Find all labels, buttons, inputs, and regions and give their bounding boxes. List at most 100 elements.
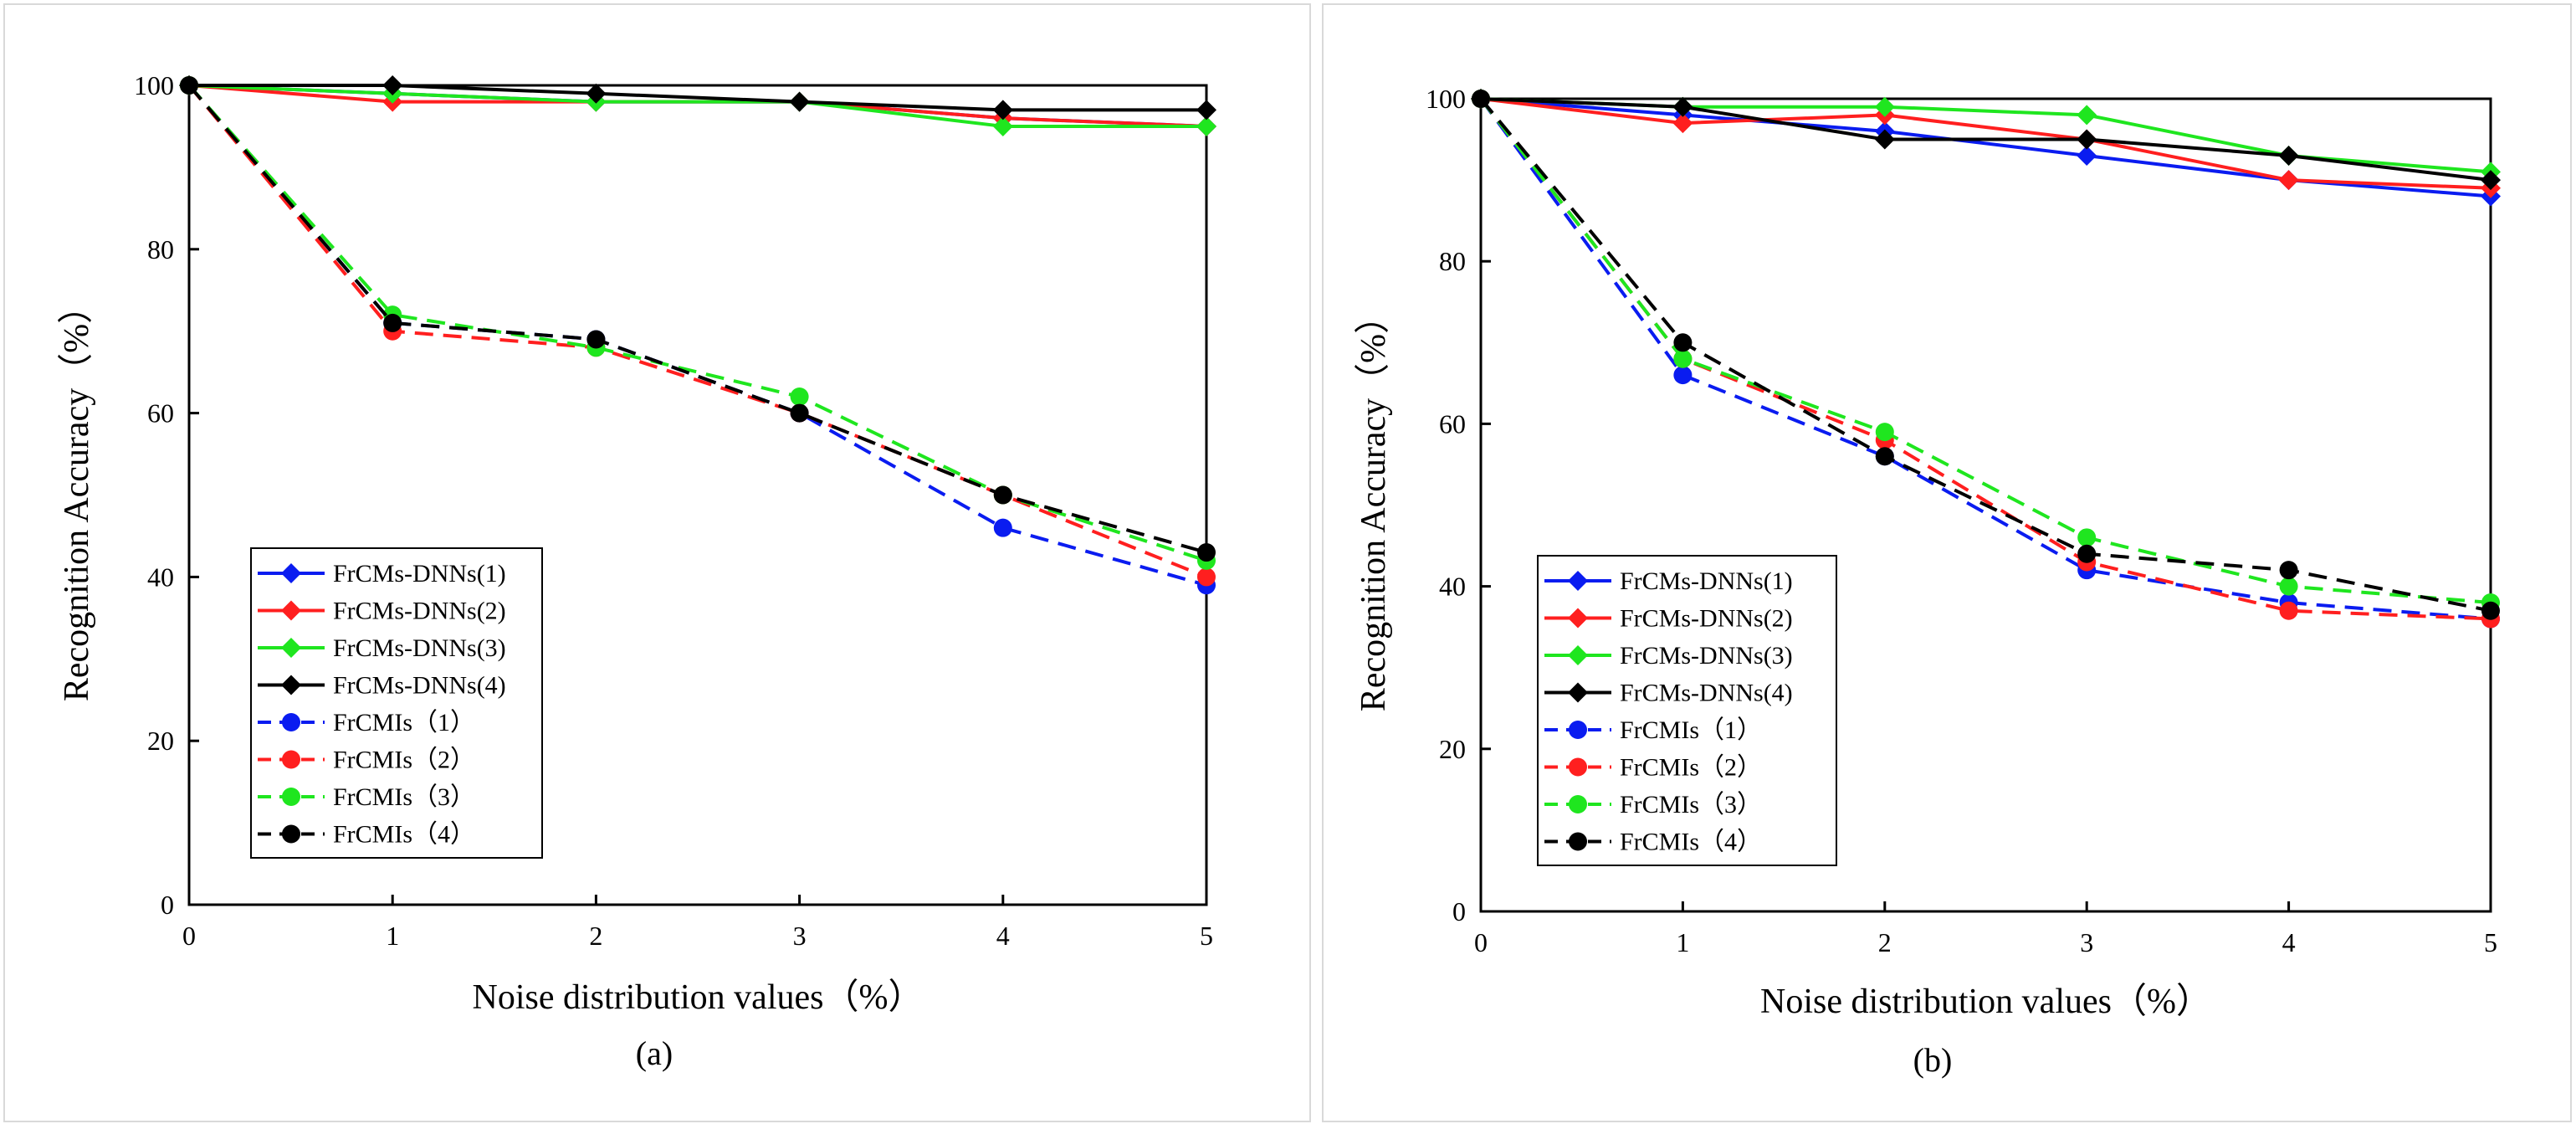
chart-a-legend-marker	[281, 563, 301, 583]
chart-a-legend-box	[250, 547, 543, 859]
chart-a-x-tick-label: 4	[996, 921, 1010, 951]
chart-a-series-7-point	[790, 387, 809, 407]
chart-b-legend-entry: FrCMIs（4）	[1620, 829, 1762, 856]
chart-b-legend-marker	[1568, 571, 1588, 591]
chart-a-legend-entry: FrCMIs（1）	[333, 709, 475, 736]
chart-a-series-4-point	[992, 100, 1013, 121]
chart-a-y-axis-label: Recognition Accuracy（%）	[58, 289, 96, 701]
chart-b-x-tick-label: 4	[2282, 927, 2296, 957]
chart-a-series-4-point	[586, 83, 607, 104]
chart-b-y-tick-label: 100	[1426, 84, 1466, 114]
chart-b-x-tick-label: 5	[2484, 927, 2497, 957]
chart-a-legend-entry: FrCMs-DNNs(4)	[333, 672, 506, 700]
chart-b-legend-marker	[1569, 721, 1587, 739]
chart-b-x-tick-label: 1	[1676, 927, 1689, 957]
chart-a-series-4-point	[789, 91, 810, 112]
chart-b-legend-entry: FrCMs-DNNs(3)	[1620, 642, 1793, 670]
chart-a-series-8-point	[790, 403, 809, 423]
chart-b-series-4-point	[1672, 96, 1693, 117]
chart-a-x-tick-label: 1	[386, 921, 399, 951]
chart-a-y-tick-label: 40	[147, 562, 174, 592]
chart-a-legend-entry: FrCMs-DNNs(2)	[333, 598, 506, 625]
chart-b-legend-entry: FrCMs-DNNs(1)	[1620, 567, 1793, 595]
chart-a-series-6-line	[187, 84, 1207, 579]
chart-b-series-7-point	[1875, 423, 1894, 442]
chart-b-legend-entry: FrCMIs（2）	[1620, 754, 1762, 782]
chart-b-legend-marker	[1569, 832, 1587, 851]
chart-a-legend-entry: FrCMs-DNNs(3)	[333, 634, 506, 662]
chart-b-series-8-point	[2279, 561, 2298, 580]
chart-b-legend-marker	[1568, 645, 1588, 665]
chart-a-series-5-point	[993, 518, 1012, 537]
chart-b-series-8-point	[1673, 333, 1693, 352]
chart-a-y-tick-label: 80	[147, 234, 174, 264]
chart-b-series-4-point	[2481, 170, 2501, 191]
chart-b-plot-area	[1479, 97, 2492, 913]
chart-b-series-2-point	[1672, 113, 1693, 134]
chart-a-series-8-point	[180, 76, 198, 95]
chart-b-series-8-point	[1472, 90, 1490, 108]
chart-a-series-8-point	[993, 485, 1012, 505]
chart-b-series-7-point	[2077, 528, 2097, 547]
chart-a-y-tick-label: 20	[147, 726, 174, 756]
chart-a-legend-marker	[281, 600, 301, 621]
chart-a-legend-marker	[282, 788, 300, 806]
chart-a-series-8-line	[187, 84, 1207, 554]
chart-a-legend-marker	[282, 713, 300, 731]
chart-b-series-1-point	[2077, 145, 2097, 166]
chart-b-y-tick-label: 20	[1439, 734, 1466, 764]
chart-a-legend-entry: FrCMIs（4）	[333, 821, 475, 849]
chart-b-legend-entry: FrCMIs（3）	[1620, 791, 1762, 819]
chart-a-legend-marker	[282, 824, 300, 844]
chart-a-series-8-point	[586, 330, 606, 349]
chart-a-series-3-point	[992, 115, 1013, 136]
chart-b-series-4-line	[1480, 97, 2491, 182]
chart-b-y-tick-label: 0	[1452, 896, 1466, 926]
chart-b-series-5-line	[1479, 97, 2491, 621]
chart-b-series-7-line	[1479, 97, 2491, 605]
chart-b-legend-box	[1537, 555, 1837, 866]
chart-b-legend-entry: FrCMs-DNNs(2)	[1620, 605, 1793, 633]
chart-b-series-7-point	[2279, 577, 2298, 596]
chart-b-series-4-point	[1874, 129, 1895, 150]
chart-b-series-5-point	[1673, 366, 1693, 385]
chart-a-series-8-point	[1197, 543, 1216, 562]
chart-b-panel-label: (b)	[1913, 1041, 1953, 1079]
chart-b-x-tick-label: 2	[1878, 927, 1892, 957]
chart-a-x-tick-label: 0	[182, 921, 196, 951]
chart-a-series-3-line	[188, 84, 1206, 128]
chart-b-y-tick-label: 40	[1439, 572, 1466, 602]
chart-a-legend-marker	[281, 638, 301, 658]
chart-a-legend-entry: FrCMIs（3）	[333, 783, 475, 811]
chart-a-series-4-point	[1196, 100, 1216, 121]
chart-b-y-axis-label: Recognition Accuracy（%）	[1355, 299, 1393, 711]
chart-a-series-4-line	[189, 84, 1206, 112]
chart-b-y-tick-label: 60	[1439, 408, 1466, 439]
chart-b-y-tick-label: 80	[1439, 246, 1466, 276]
chart-b-series-2-line	[1480, 97, 2491, 190]
chart-b-series-3-point	[2077, 105, 2097, 126]
chart-a-legend-entry: FrCMIs（2）	[333, 747, 475, 774]
chart-a-x-tick-label: 3	[793, 921, 807, 951]
chart-a-series-4-point	[382, 75, 403, 95]
chart-a-legend-marker	[281, 675, 301, 695]
chart-b-series-6-point	[2279, 601, 2298, 620]
chart-a-series-7-line	[187, 84, 1207, 562]
chart-a-x-tick-label: 5	[1200, 921, 1213, 951]
chart-a-y-tick-label: 100	[134, 70, 174, 100]
chart-b-series-8-point	[2481, 601, 2500, 620]
chart-b-series-2-point	[2278, 170, 2299, 191]
chart-a-plot-area	[187, 84, 1208, 906]
chart-b-series-8-point	[1875, 447, 1894, 466]
chart-b-legend-entry: FrCMIs（1）	[1620, 716, 1762, 744]
chart-b-legend-marker	[1569, 757, 1587, 777]
chart-a-series-6-point	[1197, 567, 1216, 587]
chart-a-x-tick-label: 2	[589, 921, 602, 951]
chart-a-y-tick-label: 0	[161, 890, 174, 920]
chart-b-x-axis-label: Noise distribution values（%）	[1760, 983, 2211, 1021]
chart-b-x-tick-label: 0	[1474, 927, 1488, 957]
chart-b-x-tick-label: 3	[2080, 927, 2093, 957]
chart-b-series-6-line	[1479, 97, 2491, 621]
chart-b-legend-entry: FrCMs-DNNs(4)	[1620, 680, 1793, 707]
